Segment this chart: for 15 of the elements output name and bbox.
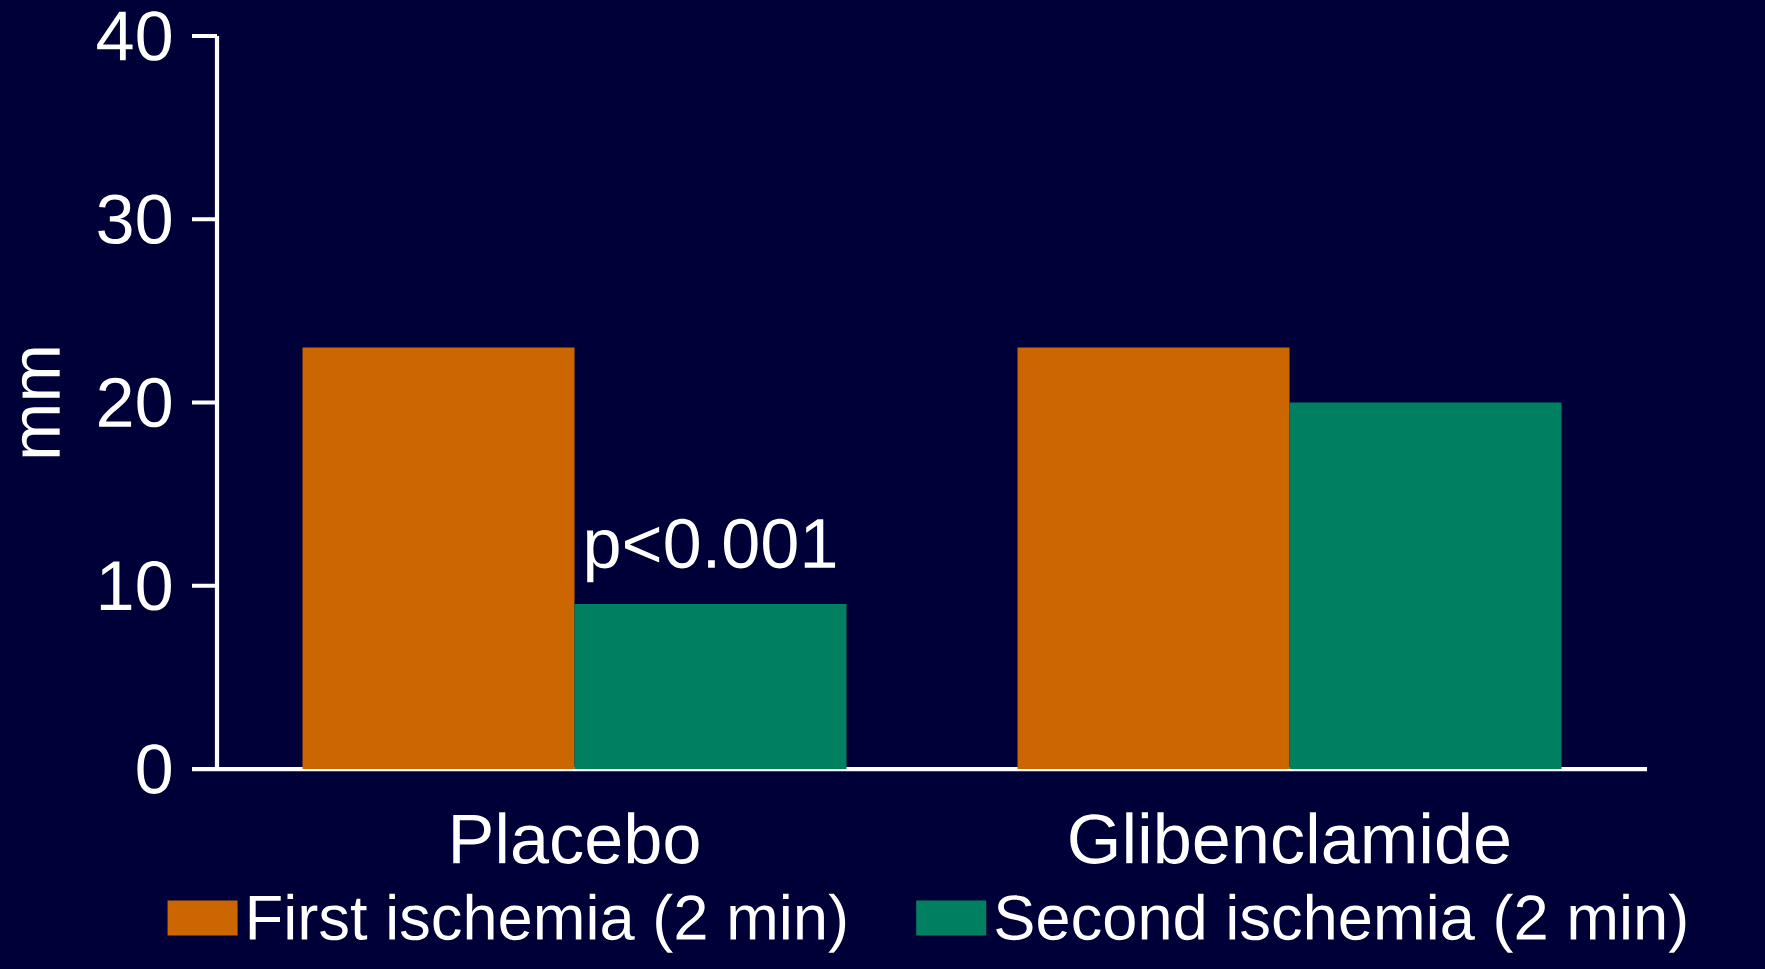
y-tick-label: 30 — [98, 194, 171, 245]
y-tick-label: 40 — [97, 11, 171, 61]
x-tick-label: Placebo — [453, 812, 699, 864]
bar — [302, 347, 575, 770]
y-axis-title: mm — [21, 348, 60, 457]
bar — [574, 604, 847, 770]
y-tick-label: 0 — [137, 744, 171, 794]
legend-label: First ischemia (2 min) — [249, 893, 846, 953]
y-tick-label: 10 — [100, 560, 171, 611]
y-tick-label: 20 — [99, 377, 171, 428]
legend-label: Second ischemia (2 min) — [996, 893, 1686, 953]
annotation: p<0.001 — [587, 518, 836, 583]
bar — [1017, 347, 1290, 770]
bar — [1289, 402, 1562, 770]
x-tick-label: Glibenclamide — [1070, 812, 1509, 864]
